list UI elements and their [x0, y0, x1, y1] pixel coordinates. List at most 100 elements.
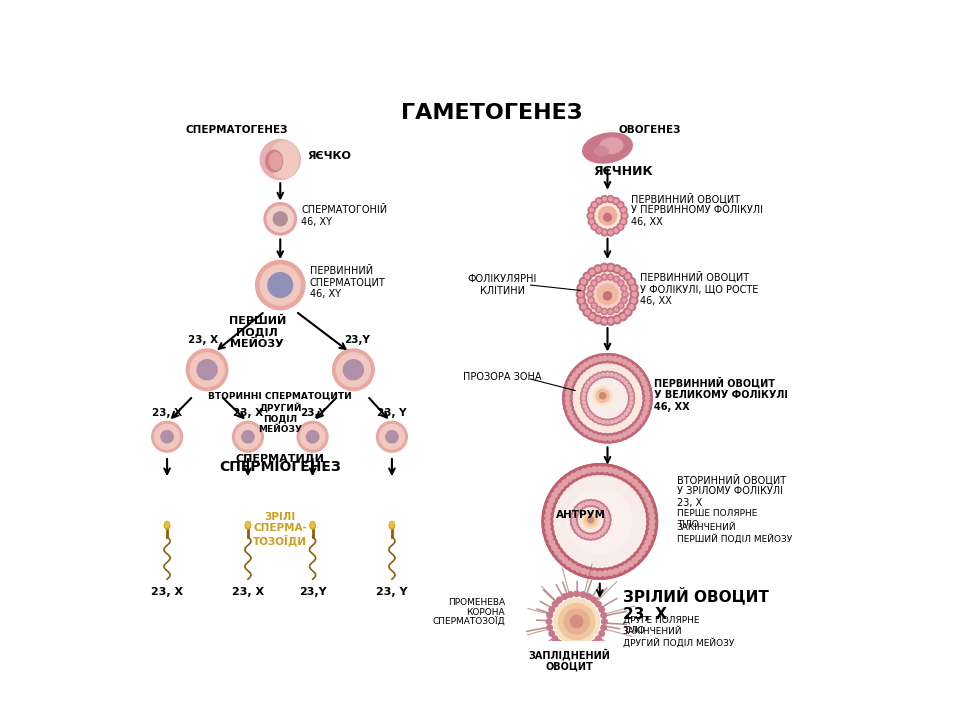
Circle shape	[552, 601, 558, 607]
Circle shape	[623, 214, 626, 217]
Circle shape	[635, 369, 639, 373]
Circle shape	[631, 365, 636, 369]
Circle shape	[601, 308, 608, 315]
Circle shape	[626, 310, 630, 315]
Circle shape	[581, 400, 587, 405]
Circle shape	[616, 374, 623, 381]
Circle shape	[580, 277, 588, 286]
Circle shape	[614, 308, 618, 311]
Text: ЗРІЛИЙ ОВОЦИТ
23, Х: ЗРІЛИЙ ОВОЦИТ 23, Х	[623, 587, 769, 622]
Circle shape	[588, 464, 600, 474]
Circle shape	[577, 506, 605, 534]
Circle shape	[586, 274, 589, 279]
Circle shape	[344, 360, 364, 379]
Circle shape	[604, 520, 611, 527]
Circle shape	[598, 436, 602, 440]
Circle shape	[625, 383, 632, 390]
Circle shape	[649, 524, 655, 530]
Circle shape	[603, 509, 610, 516]
Circle shape	[579, 292, 583, 297]
Circle shape	[255, 261, 305, 310]
Text: АНТРУМ: АНТРУМ	[556, 510, 606, 521]
Circle shape	[620, 562, 632, 572]
Circle shape	[591, 500, 598, 507]
Circle shape	[627, 409, 630, 412]
Circle shape	[632, 286, 636, 290]
Circle shape	[644, 406, 649, 410]
Circle shape	[629, 405, 632, 408]
Circle shape	[599, 607, 605, 612]
Circle shape	[621, 270, 625, 274]
Circle shape	[622, 360, 627, 364]
Circle shape	[603, 436, 608, 441]
Circle shape	[556, 481, 566, 492]
Circle shape	[579, 531, 582, 535]
Circle shape	[595, 227, 603, 234]
Circle shape	[614, 199, 617, 203]
Circle shape	[586, 534, 588, 538]
Circle shape	[607, 196, 613, 202]
Circle shape	[543, 505, 554, 516]
Circle shape	[567, 592, 573, 598]
Circle shape	[589, 208, 593, 212]
Circle shape	[606, 518, 610, 521]
Circle shape	[618, 268, 627, 276]
Circle shape	[617, 434, 622, 438]
Circle shape	[632, 558, 637, 563]
Circle shape	[605, 419, 611, 426]
Circle shape	[617, 202, 624, 208]
Circle shape	[580, 427, 585, 431]
Circle shape	[573, 564, 584, 575]
Circle shape	[627, 403, 634, 410]
Circle shape	[591, 279, 623, 310]
Text: ПРОЗОРА ЗОНА: ПРОЗОРА ЗОНА	[463, 372, 541, 382]
Ellipse shape	[270, 153, 282, 169]
Circle shape	[644, 500, 655, 510]
Circle shape	[650, 518, 655, 524]
Circle shape	[586, 430, 595, 439]
Text: 23,Y: 23,Y	[300, 408, 325, 418]
Circle shape	[574, 526, 577, 529]
Circle shape	[577, 363, 587, 372]
Text: СПЕРМАТИДИ: СПЕРМАТИДИ	[236, 454, 324, 464]
Circle shape	[581, 391, 587, 397]
Circle shape	[608, 274, 613, 280]
Circle shape	[627, 384, 630, 388]
Circle shape	[598, 419, 601, 423]
Circle shape	[580, 302, 588, 311]
Circle shape	[557, 597, 563, 603]
Circle shape	[618, 280, 624, 286]
Circle shape	[612, 315, 621, 324]
Circle shape	[627, 302, 636, 311]
Circle shape	[600, 464, 611, 474]
Circle shape	[573, 468, 584, 479]
Circle shape	[576, 567, 581, 572]
Circle shape	[566, 561, 572, 567]
Circle shape	[603, 230, 607, 234]
Circle shape	[592, 225, 596, 228]
Circle shape	[544, 532, 556, 543]
Circle shape	[564, 559, 574, 570]
Circle shape	[549, 631, 555, 636]
Circle shape	[647, 516, 658, 527]
Circle shape	[602, 528, 606, 532]
Circle shape	[589, 287, 592, 290]
Circle shape	[615, 468, 627, 479]
Text: 23, X: 23, X	[233, 408, 263, 418]
Circle shape	[587, 291, 593, 297]
Circle shape	[645, 498, 650, 503]
Circle shape	[642, 381, 647, 386]
Circle shape	[644, 386, 649, 391]
Circle shape	[623, 272, 632, 281]
Circle shape	[571, 500, 610, 539]
Circle shape	[623, 379, 629, 386]
Circle shape	[572, 522, 576, 526]
Circle shape	[622, 432, 627, 437]
Text: ПЕРВИННИЙ ОВОЦИТ
У ФОЛІКУЛІ, ЩО РОСТЕ
46, ХХ: ПЕРВИННИЙ ОВОЦИТ У ФОЛІКУЛІ, ЩО РОСТЕ 46…	[639, 271, 758, 305]
Circle shape	[602, 618, 607, 624]
Circle shape	[600, 264, 609, 271]
Circle shape	[622, 220, 625, 223]
Circle shape	[583, 401, 586, 404]
Circle shape	[606, 373, 609, 376]
Circle shape	[572, 514, 576, 518]
